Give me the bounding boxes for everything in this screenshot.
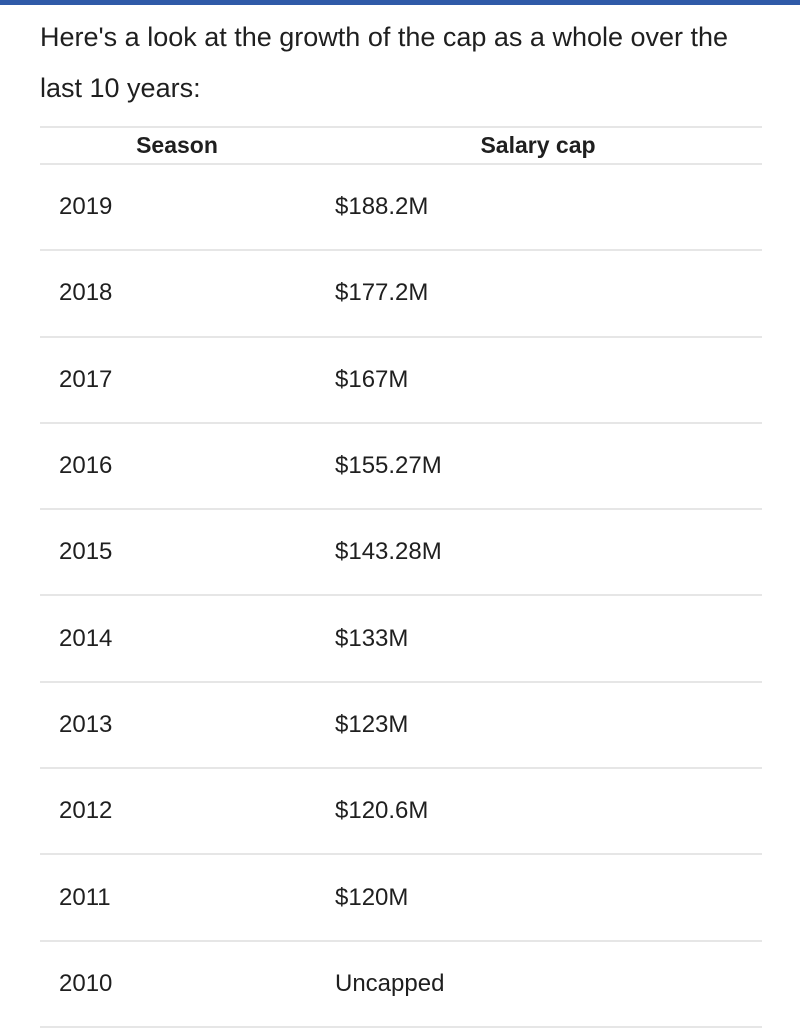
table-body: 2019 $188.2M 2018 $177.2M 2017 $167M 201… — [40, 164, 762, 1027]
top-accent-bar — [0, 0, 800, 5]
table-row: 2013 $123M — [40, 682, 762, 769]
salary-cap-cell: $177.2M — [335, 279, 429, 307]
season-cell: 2015 — [59, 538, 113, 566]
table-row: 2014 $133M — [40, 595, 762, 682]
intro-paragraph: Here's a look at the growth of the cap a… — [40, 22, 729, 103]
table-row: 2019 $188.2M — [40, 164, 762, 251]
table-row: 2015 $143.28M — [40, 509, 762, 596]
header-row: Season Salary cap — [40, 127, 762, 164]
salary-cap-cell: $188.2M — [335, 193, 429, 221]
salary-cap-cell: $167M — [335, 365, 409, 393]
salary-cap-cell: $133M — [335, 624, 409, 652]
table-row: 2017 $167M — [40, 337, 762, 423]
table-row: 2018 $177.2M — [40, 250, 762, 337]
salary-cap-header: Salary cap — [480, 132, 596, 158]
table-row: 2010 Uncapped — [40, 941, 762, 1027]
table-row: 2011 $120M — [40, 854, 762, 941]
salary-cap-cell: $155.27M — [335, 452, 442, 480]
table-row: 2012 $120.6M — [40, 768, 762, 855]
season-cell: 2010 — [59, 969, 113, 997]
salary-cap-cell: $143.28M — [335, 538, 442, 566]
salary-cap-table: Season Salary cap 2019 $188.2M 2018 $177… — [40, 126, 762, 1028]
season-cell: 2019 — [59, 193, 113, 221]
season-cell: 2018 — [59, 279, 113, 307]
salary-cap-cell: Uncapped — [335, 969, 445, 997]
season-cell: 2012 — [59, 797, 113, 825]
season-cell: 2017 — [59, 365, 113, 393]
season-cell: 2013 — [59, 710, 113, 738]
season-cell: 2011 — [59, 883, 111, 911]
salary-cap-cell: $123M — [335, 710, 409, 738]
table-header: Season Salary cap — [40, 127, 762, 164]
salary-cap-cell: $120.6M — [335, 797, 429, 825]
season-cell: 2016 — [59, 452, 113, 480]
season-cell: 2014 — [59, 624, 113, 652]
season-header: Season — [136, 132, 218, 158]
salary-cap-cell: $120M — [335, 883, 409, 911]
table-row: 2016 $155.27M — [40, 423, 762, 510]
